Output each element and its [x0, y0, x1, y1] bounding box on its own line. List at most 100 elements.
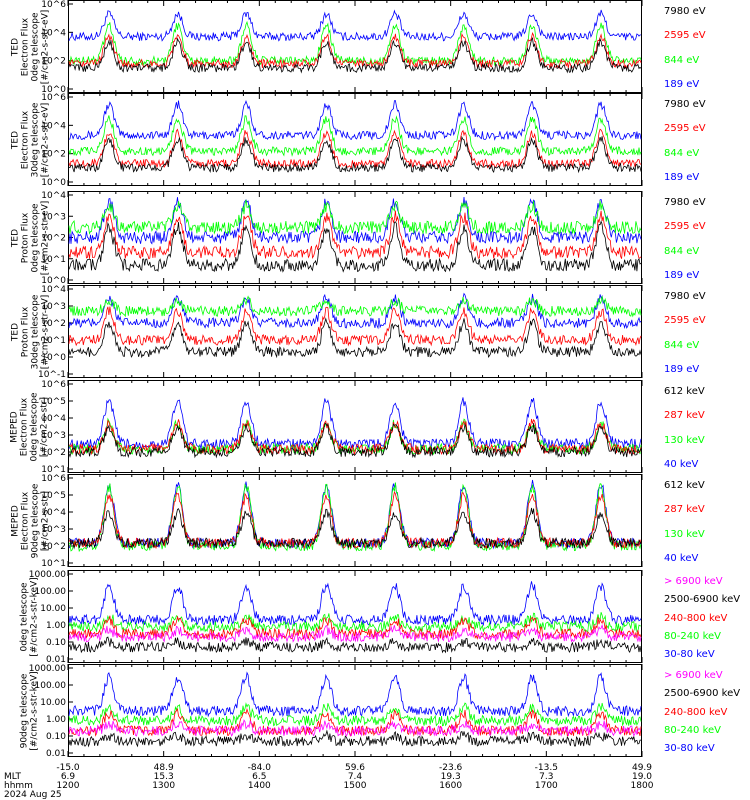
- series-line: [68, 615, 642, 641]
- legend-entry: 844 eV: [664, 245, 700, 257]
- series-line: [68, 196, 642, 245]
- plot-svg: 0.01 0.10 1.00 10.00 100.00 1000.00: [29, 664, 643, 757]
- x-axis-labels: MLT hhmm 2024 Aug 25 -15.0 48.9 -84.0 59.6 -…: [0, 764, 750, 800]
- y-tick-label: 10^2: [41, 542, 66, 552]
- y-tick-label: 100.00: [35, 681, 67, 691]
- x-tick-mlt: 19.0: [631, 772, 653, 782]
- legend-entry: 844 eV: [664, 147, 700, 159]
- y-tick-label: 10^2: [41, 234, 66, 244]
- plot-area: [68, 570, 642, 663]
- row-label-date: 2024 Aug 25: [4, 790, 62, 800]
- series-line: [68, 295, 642, 318]
- legend-entry: 240-800 keV: [664, 612, 728, 624]
- legend-entry: 2500-6900 keV: [664, 688, 741, 700]
- y-tick-label: 0.10: [46, 732, 66, 742]
- legend-entry: 130 keV: [664, 434, 705, 446]
- legend: 7980 eV 2595 eV 844 eV 189 eV: [664, 285, 750, 378]
- y-tick-label: 0.10: [46, 638, 66, 648]
- x-tick-mlt: 7.3: [539, 772, 554, 782]
- y-tick-label: 10^5: [41, 397, 66, 407]
- legend: 7980 eV 2595 eV 844 eV 189 eV: [664, 0, 750, 93]
- y-tick-label: 10^4: [41, 285, 66, 295]
- legend-entry: 80-240 keV: [664, 630, 722, 642]
- legend-entry: 80-240 keV: [664, 724, 722, 736]
- x-row-hhmm: hhmm: [0, 782, 750, 791]
- x-tick-mlt: 7.4: [347, 772, 363, 782]
- x-tick-hhmm: 1800: [630, 781, 654, 791]
- plot-area: [68, 285, 642, 378]
- legend-entry: 189 eV: [664, 172, 700, 183]
- series-line: [68, 612, 641, 634]
- y-tick-label: 10^4: [41, 121, 66, 131]
- legend-entry: 287 keV: [664, 410, 705, 422]
- legend-entry: 844 eV: [664, 339, 700, 351]
- legend: 7980 eV 2595 eV 844 eV 189 eV: [664, 93, 750, 186]
- series-line: [68, 418, 642, 456]
- x-tick-mlt: 19.3: [440, 772, 461, 782]
- y-tick-label: 10^6: [41, 474, 66, 484]
- series-line: [68, 317, 642, 359]
- series-line: [68, 636, 642, 654]
- plot-area: [68, 380, 642, 473]
- y-tick-label: 10^2: [41, 57, 66, 67]
- y-tick-label: 10^6: [41, 0, 66, 10]
- legend-entry: 30-80 keV: [664, 743, 715, 754]
- x-tick-hhmm: 1200: [56, 781, 80, 791]
- row-label-mlt: MLT: [4, 772, 22, 782]
- series-line: [68, 220, 642, 273]
- y-tick-label: 10^2: [41, 319, 66, 329]
- x-tick-lat: 48.9: [153, 763, 174, 773]
- y-tick-label: 10^1: [41, 255, 66, 265]
- plot-area: [68, 0, 642, 93]
- legend-entry: 40 keV: [664, 553, 699, 564]
- y-tick-label: 10^3: [41, 525, 66, 535]
- y-tick-label: 10^6: [41, 380, 66, 390]
- legend-entry: 189 eV: [664, 79, 700, 90]
- legend: 612 keV 287 keV 130 keV 40 keV: [664, 380, 750, 473]
- x-row-date: 2024 Aug 25: [0, 791, 750, 800]
- y-tick-label: 10^0: [41, 85, 66, 93]
- series-line: [68, 210, 642, 260]
- series-line: [68, 490, 642, 550]
- x-tick-lat: -13.5: [534, 763, 558, 773]
- legend: 612 keV 287 keV 130 keV 40 keV: [664, 474, 750, 567]
- legend-entry: 189 eV: [664, 270, 700, 281]
- legend-entry: 7980 eV: [664, 197, 706, 208]
- x-tick-lat: -15.0: [56, 763, 80, 773]
- legend-entry: 30-80 keV: [664, 649, 715, 660]
- panel-meped-e-90deg: MEPED Electron Flux 90deg telescope [#/cm2-…: [0, 474, 750, 567]
- legend-entry: 240-800 keV: [664, 706, 728, 718]
- legend-entry: 7980 eV: [664, 6, 706, 17]
- series-line: [68, 100, 642, 141]
- legend-entry: 40 keV: [664, 459, 699, 470]
- series-line: [68, 507, 642, 550]
- y-tick-label: 10^-1: [38, 370, 66, 378]
- series-line: [68, 581, 642, 627]
- y-tick-label: 100.00: [35, 587, 67, 597]
- legend-entry: 844 eV: [664, 54, 700, 66]
- y-tick-label: 10^4: [41, 508, 66, 518]
- series-line: [68, 671, 642, 718]
- y-tick-label: 0.01: [46, 749, 66, 757]
- x-tick-lat: -23.6: [439, 763, 463, 773]
- x-tick-mlt: 6.5: [252, 772, 267, 782]
- y-tick-label: 1.00: [46, 715, 66, 725]
- x-tick-lat: 49.9: [631, 763, 653, 773]
- x-tick-hhmm: 1700: [534, 781, 558, 791]
- y-tick-label: 10^3: [41, 302, 66, 312]
- panel-meped-p-0deg: 0deg telescope [#/cm2-s-str-keV] 0.01 0.10 1…: [0, 570, 750, 663]
- y-tick-label: 10^1: [41, 559, 66, 567]
- x-tick-mlt: 6.9: [60, 772, 76, 782]
- y-tick-label: 10^3: [41, 431, 66, 441]
- y-tick-label: 10.00: [40, 698, 66, 708]
- legend-entry: 2500-6900 keV: [664, 594, 741, 606]
- series-line: [68, 397, 642, 451]
- y-tick-label: 10^4: [41, 191, 66, 201]
- legend-entry: 612 keV: [664, 386, 705, 397]
- series-line: [68, 36, 642, 74]
- legend-entry: 7980 eV: [664, 291, 706, 302]
- legend-entry: 2595 eV: [664, 315, 706, 327]
- y-tick-label: 0.01: [46, 655, 66, 663]
- panel-ted-e-0deg: TED Electron Flux 0deg telescope [#/cm2-s-s…: [0, 0, 750, 93]
- x-tick-hhmm: 1600: [439, 781, 463, 791]
